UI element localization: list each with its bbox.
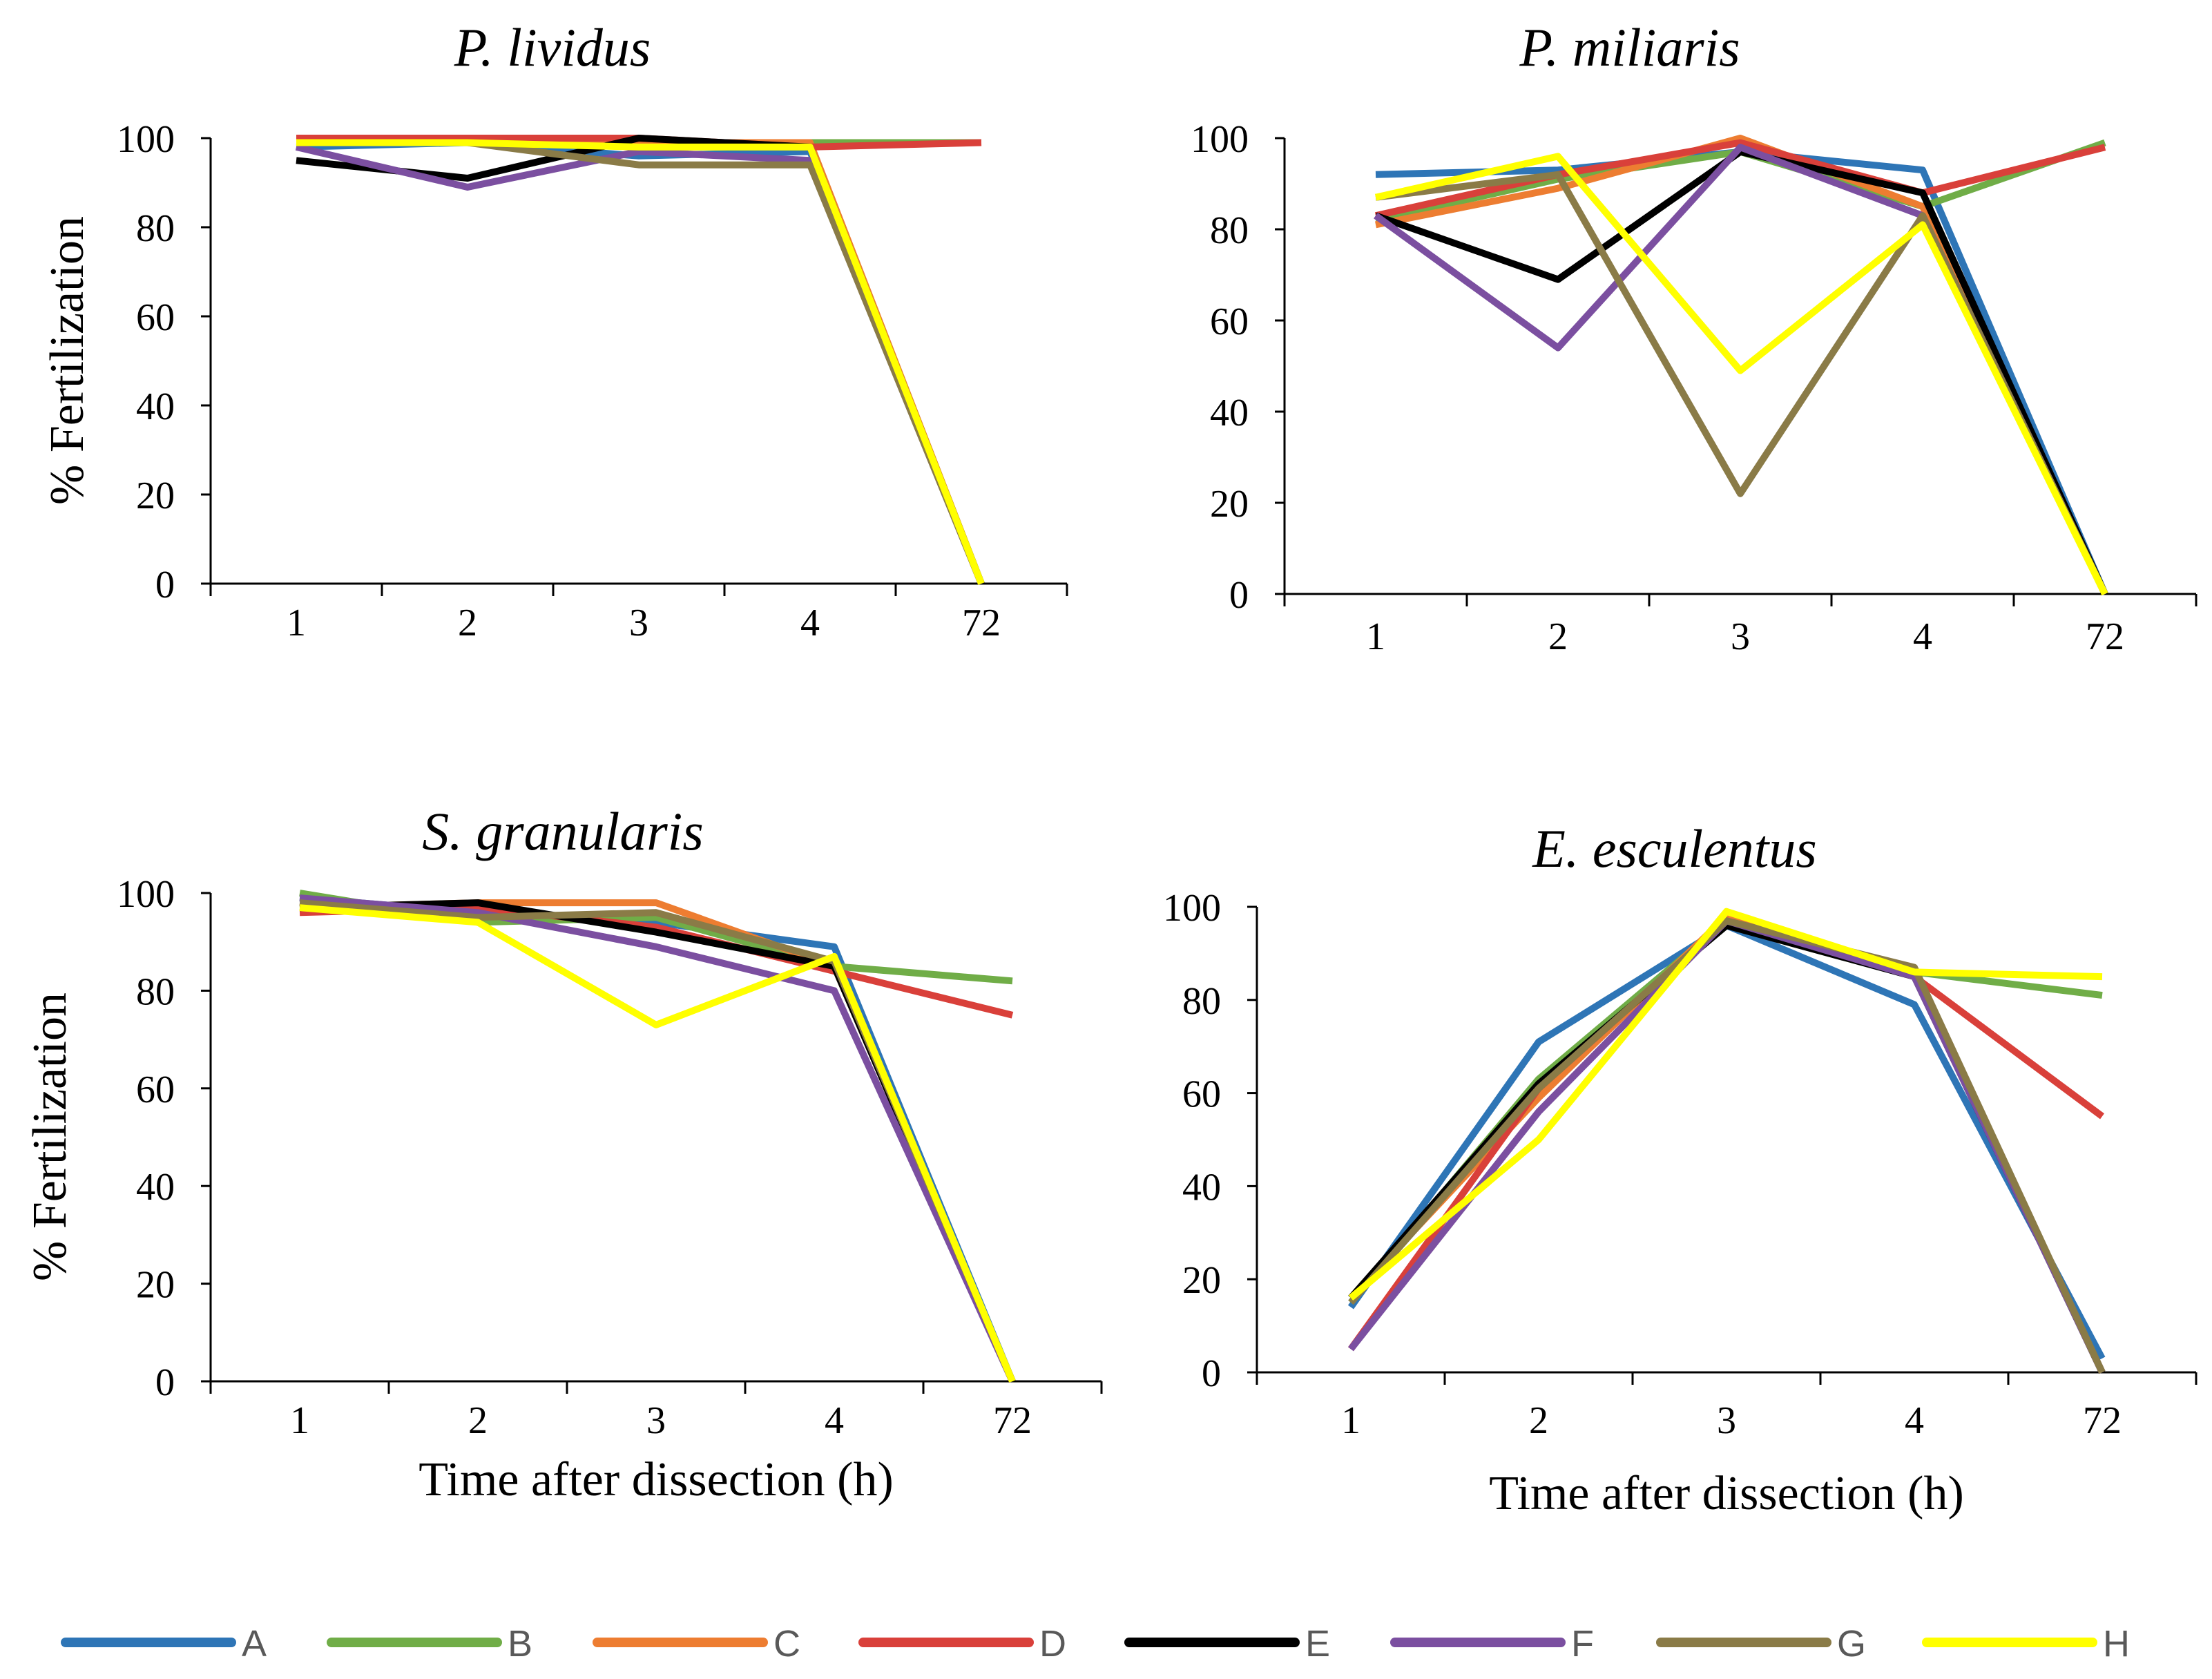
x-tick-label: 3	[1717, 1399, 1736, 1442]
y-tick-label: 100	[1191, 118, 1249, 161]
y-tick-label: 80	[1210, 209, 1249, 252]
y-tick-label: 60	[1182, 1073, 1221, 1116]
x-tick-label: 72	[993, 1399, 1032, 1442]
x-tick-label: 3	[1731, 615, 1750, 658]
chart-title: P. miliaris	[1519, 17, 1740, 77]
series-line-d	[299, 904, 1014, 1019]
y-tick-label: 40	[136, 385, 175, 428]
series-line-a	[296, 139, 985, 585]
y-tick-label: 40	[1182, 1166, 1221, 1209]
x-axis-label: Time after dissection (h)	[419, 1453, 894, 1506]
x-tick-label: 1	[287, 602, 306, 644]
series-line-b	[1348, 917, 2103, 1305]
y-tick-label: 20	[1182, 1259, 1221, 1302]
series-line-h	[1374, 153, 2108, 596]
series-line-h	[1348, 908, 2103, 1301]
y-tick-label: 0	[155, 1361, 175, 1404]
x-tick-label: 1	[1366, 615, 1385, 658]
chart-title: E. esculentus	[1532, 818, 1817, 879]
legend-item: D	[858, 1623, 1066, 1664]
series-line-f	[295, 144, 985, 585]
y-tick-label: 20	[136, 474, 175, 517]
y-tick-label: 60	[136, 1068, 175, 1111]
chart-title: P. lividus	[454, 17, 651, 77]
chart-panel: S. granularis 0 20 40 60 80 100 1 2 3 4 72 % Fertili…	[23, 801, 1103, 1506]
legend: A B C D E F G H	[61, 1623, 2130, 1664]
series-line-h	[296, 139, 985, 585]
y-tick-label: 100	[117, 873, 175, 916]
y-tick-label: 0	[1229, 574, 1249, 617]
legend-label: C	[773, 1623, 800, 1664]
y-tick-label: 20	[136, 1264, 175, 1307]
chart-title: S. granularis	[422, 801, 703, 861]
x-tick-label: 4	[800, 602, 820, 644]
legend-label: H	[2103, 1623, 2130, 1664]
y-tick-label: 40	[136, 1166, 175, 1209]
y-tick-label: 0	[155, 564, 175, 606]
legend-item: E	[1124, 1623, 1330, 1664]
legend-label: D	[1039, 1623, 1066, 1664]
x-tick-label: 4	[825, 1399, 844, 1442]
x-tick-label: 2	[468, 1399, 488, 1442]
chart-panel: P. lividus 0 20 40 60 80 100 1 2 3 4 72 % Fertilizat…	[41, 17, 1068, 644]
y-tick-label: 100	[117, 118, 175, 161]
x-tick-label: 3	[646, 1399, 666, 1442]
chart-panel: E. esculentus 0 20 40 60 80 100 1 2 3 4 72 Time afte…	[1163, 818, 2197, 1520]
x-tick-label: 2	[458, 602, 477, 644]
chart-panel: P. miliaris 0 20 40 60 80 100 1 2 3 4 72	[1191, 17, 2197, 658]
x-tick-label: 72	[2083, 1399, 2122, 1442]
x-tick-label: 2	[1548, 615, 1568, 658]
series-line-g	[1348, 917, 2106, 1374]
x-tick-label: 1	[290, 1399, 309, 1442]
x-tick-label: 72	[962, 602, 1001, 644]
x-tick-label: 4	[1905, 1399, 1924, 1442]
series-line-h	[299, 904, 1016, 1383]
legend-item: H	[1922, 1623, 2130, 1664]
series-line-f	[299, 894, 1016, 1383]
x-tick-label: 3	[629, 602, 648, 644]
legend-label: G	[1837, 1623, 1866, 1664]
y-tick-label: 0	[1202, 1352, 1221, 1395]
x-tick-label: 2	[1529, 1399, 1548, 1442]
legend-item: C	[593, 1623, 800, 1664]
x-tick-label: 1	[1341, 1399, 1360, 1442]
series-line-c	[296, 139, 985, 585]
y-tick-label: 60	[136, 296, 175, 339]
x-tick-label: 72	[2086, 615, 2124, 658]
legend-item: A	[61, 1623, 267, 1664]
y-tick-label: 80	[136, 207, 175, 250]
x-axis-label: Time after dissection (h)	[1489, 1467, 1964, 1520]
y-tick-label: 60	[1210, 300, 1249, 343]
legend-item: F	[1390, 1623, 1594, 1664]
legend-label: F	[1571, 1623, 1594, 1664]
legend-label: A	[242, 1623, 267, 1664]
legend-label: E	[1305, 1623, 1330, 1664]
y-tick-label: 20	[1210, 483, 1249, 526]
x-tick-label: 4	[1913, 615, 1932, 658]
y-axis-label: % Fertilization	[23, 992, 77, 1281]
series-line-e	[296, 135, 985, 585]
series-line-g	[1375, 171, 2108, 596]
y-tick-label: 80	[1182, 980, 1221, 1023]
y-axis-label: % Fertilization	[41, 216, 94, 505]
legend-item: B	[327, 1623, 532, 1664]
series-line-d	[1374, 139, 2106, 220]
legend-item: G	[1656, 1623, 1866, 1664]
y-tick-label: 100	[1163, 887, 1221, 930]
series-line-g	[296, 139, 985, 585]
y-tick-label: 40	[1210, 392, 1249, 434]
legend-label: B	[508, 1623, 532, 1664]
y-tick-label: 80	[136, 970, 175, 1013]
